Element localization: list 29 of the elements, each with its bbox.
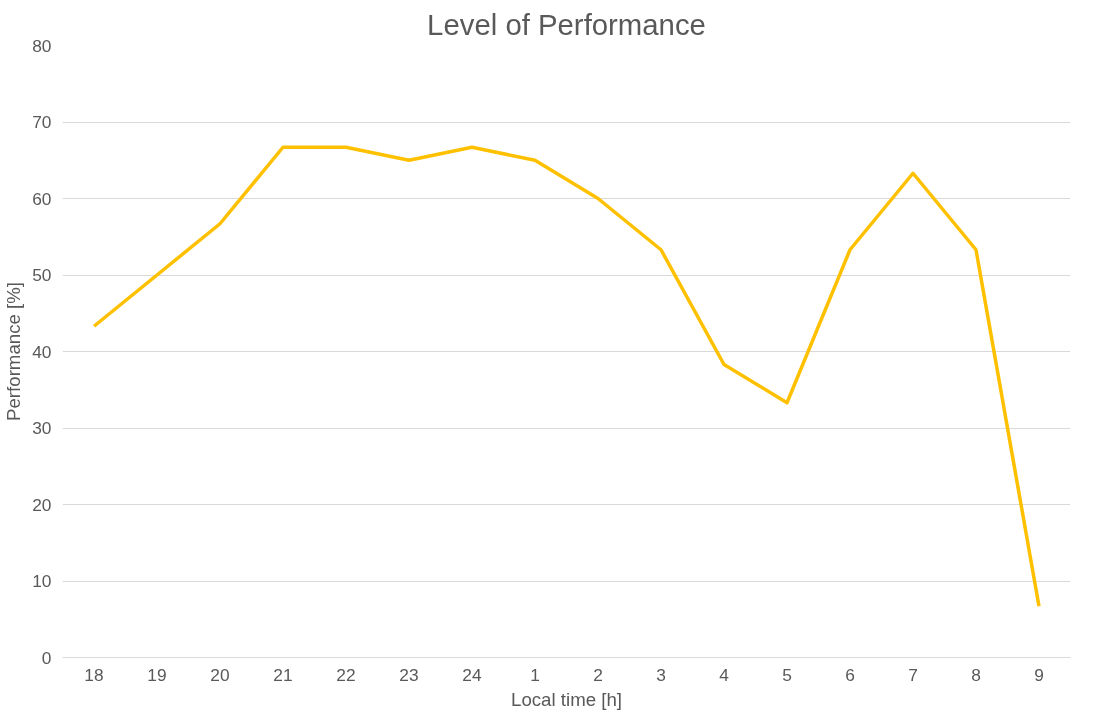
y-tick-label: 50 <box>32 265 52 285</box>
x-tick-label: 2 <box>593 664 603 685</box>
y-tick-label: 30 <box>32 418 52 438</box>
x-tick-label: 19 <box>147 664 167 685</box>
chart-title: Level of Performance <box>427 7 706 41</box>
y-tick-label: 0 <box>41 647 52 668</box>
x-tick-label: 22 <box>336 664 356 685</box>
y-axis-title: Performance [%] <box>3 282 25 421</box>
y-tick-label: 60 <box>32 188 52 209</box>
x-tick-label: 8 <box>971 664 981 685</box>
x-tick-label: 6 <box>845 664 855 685</box>
x-tick-label: 23 <box>399 664 419 685</box>
y-tick-label: 40 <box>32 341 52 362</box>
y-tick-label: 10 <box>32 571 52 591</box>
x-tick-label: 21 <box>273 664 293 685</box>
line-series <box>92 145 1041 608</box>
x-tick-label: 3 <box>656 664 666 685</box>
x-tick-label: 7 <box>908 664 918 685</box>
y-tick-label: 70 <box>32 112 52 132</box>
x-tick-label: 24 <box>462 664 482 685</box>
x-axis-title: Local time [h] <box>511 688 622 710</box>
x-tick-label: 20 <box>210 664 230 685</box>
x-tick-label: 4 <box>719 664 730 685</box>
x-tick-label: 18 <box>84 664 104 685</box>
x-tick-label: 9 <box>1034 664 1044 685</box>
y-tick-label: 80 <box>32 35 52 56</box>
y-tick-label: 20 <box>32 494 52 515</box>
x-tick-label: 1 <box>530 664 540 685</box>
x-tick-label: 5 <box>782 664 792 685</box>
